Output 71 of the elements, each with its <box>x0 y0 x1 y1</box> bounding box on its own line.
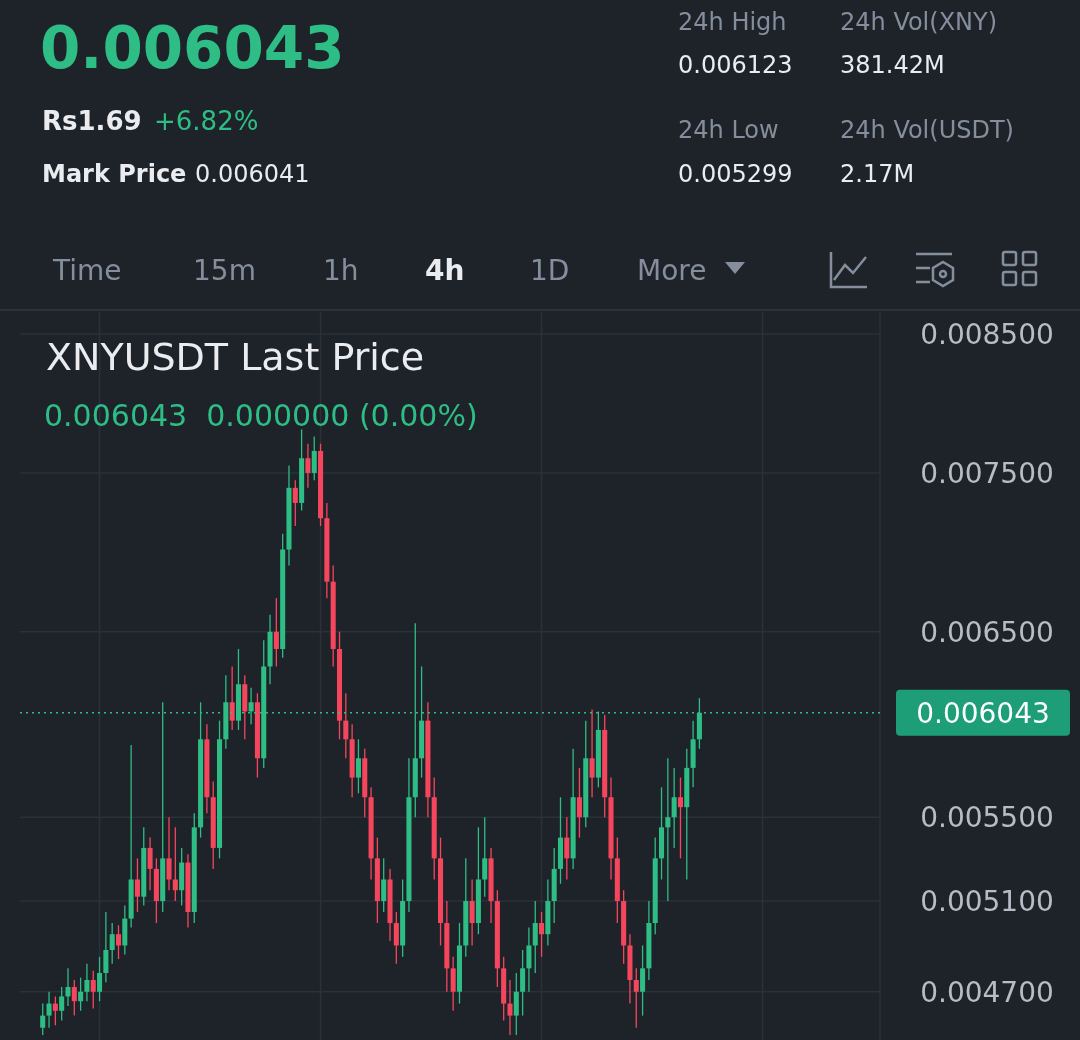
text: 15m <box>193 254 256 287</box>
text: 1h <box>323 254 359 287</box>
text: XNYUSDT Last Price <box>46 335 425 379</box>
candlestick <box>109 922 115 965</box>
candlestick <box>115 924 122 960</box>
candlestick <box>450 956 456 1012</box>
candlestick <box>665 757 671 902</box>
candlestick <box>564 816 570 881</box>
candlestick <box>482 816 488 898</box>
y-tick-label: 0.006500 <box>920 615 1054 649</box>
text: 0.006043 0.000000 (0.00%) <box>44 398 478 433</box>
text: 1D <box>530 254 570 287</box>
candlestick <box>589 708 595 798</box>
candlestick <box>539 911 545 958</box>
text: 24h Vol(USDT) <box>840 116 1014 144</box>
candlestick <box>633 967 639 1029</box>
text: 0.006123 <box>678 51 793 79</box>
candlestick <box>507 979 513 1036</box>
text: More <box>637 254 707 287</box>
candlestick <box>292 479 298 527</box>
candlestick <box>393 911 399 965</box>
candlestick <box>71 979 77 1017</box>
candlestick <box>40 1002 46 1036</box>
candlestick <box>59 986 65 1022</box>
candlestick <box>84 963 90 1002</box>
candlestick <box>532 900 538 974</box>
candlestick <box>526 926 532 993</box>
text: 24h Vol(XNY) <box>840 8 998 36</box>
candlestick <box>52 995 58 1026</box>
text: 381.42M <box>840 51 945 79</box>
y-tick-label: 0.005500 <box>920 801 1054 835</box>
text: 24h High <box>678 8 787 36</box>
text: 2.17M <box>840 160 915 188</box>
candlestick <box>381 857 387 913</box>
y-tick-label: 0.007500 <box>920 456 1054 490</box>
candlestick <box>172 826 178 902</box>
text: +6.82% <box>154 106 259 136</box>
candlestick <box>343 692 349 759</box>
candlestick <box>90 970 96 1010</box>
candlestick <box>671 767 677 849</box>
candlestick <box>469 878 475 947</box>
y-tick-label: 0.008500 <box>920 317 1054 351</box>
candlestick <box>97 956 103 1002</box>
candlestick <box>305 443 311 489</box>
text: 0.006041 <box>195 160 310 188</box>
candlestick <box>134 857 140 913</box>
candlestick <box>166 816 172 891</box>
text: 24h Low <box>678 116 779 144</box>
candlestick <box>576 767 582 839</box>
candlestick <box>65 967 71 1007</box>
text: Mark Price <box>42 160 187 188</box>
text: 0.005299 <box>678 160 793 188</box>
text: 0.006043 <box>40 14 345 82</box>
text: 4h <box>425 254 465 287</box>
candlestick <box>640 944 646 1017</box>
candlestick <box>520 949 526 1017</box>
candlestick <box>677 776 683 859</box>
ref-line-label: 0.006043 <box>916 696 1050 730</box>
y-tick-label: 0.004700 <box>920 975 1054 1009</box>
candlestick <box>46 991 52 1029</box>
candlestick <box>147 836 153 891</box>
text: Rs1.69 <box>42 106 142 136</box>
candlestick <box>355 738 361 794</box>
candlestick <box>513 972 519 1036</box>
candlestick <box>103 911 109 983</box>
candlestick <box>311 435 317 481</box>
candlestick <box>229 665 235 731</box>
candlestick <box>78 976 84 1012</box>
candlestick <box>273 597 279 668</box>
text: Time <box>52 254 122 287</box>
y-tick-label: 0.005100 <box>920 884 1054 918</box>
